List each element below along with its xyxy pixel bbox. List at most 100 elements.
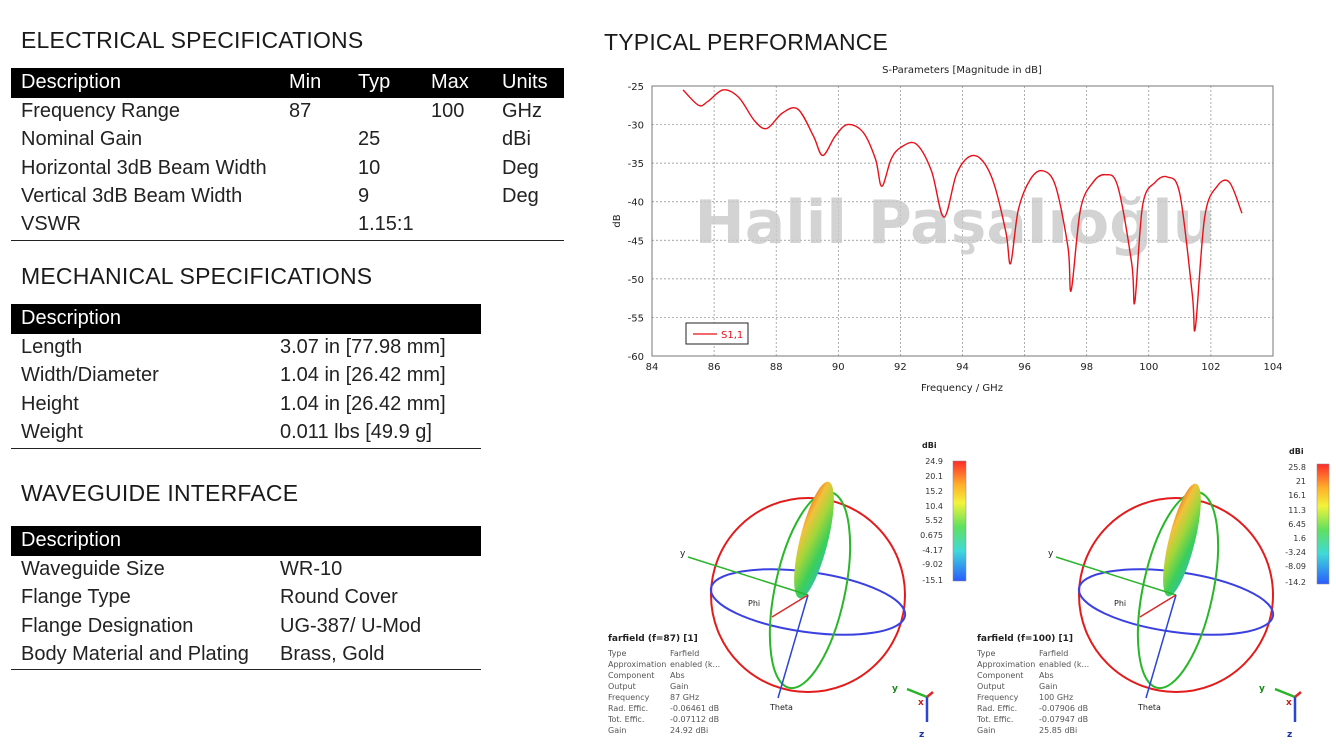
info-row: Component Abs	[977, 670, 1127, 681]
farfield-87-info: farfield (f=87) [1] Type Farfield Approxi…	[608, 634, 758, 736]
electrical-title: ELECTRICAL SPECIFICATIONS	[21, 27, 364, 53]
info-value: -0.07906 dB	[1039, 704, 1089, 713]
triad-z-label: z	[919, 730, 924, 740]
col-min: Min	[289, 71, 322, 93]
orientation-triad: y x z	[892, 684, 934, 740]
cell: Deg	[502, 156, 539, 179]
sphere-outline	[1078, 497, 1274, 693]
info-heading: farfield (f=87) [1]	[608, 634, 698, 644]
info-key: Gain	[608, 726, 627, 735]
cell: Round Cover	[280, 586, 398, 609]
y-tick-label: -55	[628, 313, 644, 324]
y-tick-label: -25	[628, 82, 644, 93]
info-value: 25.85 dBi	[1039, 726, 1078, 735]
cell: 87	[289, 100, 312, 122]
col-description: Description	[21, 529, 122, 551]
info-key: Component	[977, 671, 1024, 680]
info-key: Tot. Effic.	[977, 715, 1014, 724]
info-row: Output Gain	[977, 681, 1127, 692]
cell: Width/Diameter	[21, 364, 159, 387]
cell: Body Material and Plating	[21, 642, 249, 665]
table-row: Height 1.04 in [26.42 mm]	[11, 391, 481, 419]
x-axis-line	[1139, 594, 1177, 618]
y-axis-line	[1055, 556, 1177, 596]
triad-x-label: x	[1286, 698, 1292, 708]
scale-tick: 24.9	[925, 457, 943, 466]
cell: 1.15:1	[358, 213, 414, 236]
cell: GHz	[502, 100, 542, 122]
y-axis-label: y	[1048, 549, 1054, 559]
table-divider	[11, 669, 481, 670]
theta-label: Theta	[769, 703, 793, 712]
cell: 3.07 in [77.98 mm]	[280, 336, 446, 358]
x-tick-label: 104	[1263, 362, 1282, 373]
info-row: Gain 24.92 dBi	[608, 725, 758, 736]
cell: Horizontal 3dB Beam Width	[21, 156, 267, 179]
cell: 0.011 lbs [49.9 g]	[280, 420, 432, 443]
waveguide-header-row: Description	[11, 526, 481, 556]
phi-label: Phi	[1114, 599, 1126, 608]
info-value: enabled (k...	[1039, 660, 1090, 669]
table-row: Weight 0.011 lbs [49.9 g]	[11, 419, 481, 447]
cell: Vertical 3dB Beam Width	[21, 184, 243, 207]
triad-y-label: y	[1259, 684, 1265, 694]
scale-tick: 21	[1296, 477, 1306, 486]
table-row: Flange Designation UG-387/ U-Mod	[11, 613, 481, 641]
scale-tick: -8.09	[1285, 562, 1306, 571]
s11-line	[682, 89, 1243, 332]
col-description: Description	[21, 307, 122, 329]
x-tick-label: 84	[646, 362, 659, 373]
cell: UG-387/ U-Mod	[280, 614, 422, 637]
chart-series	[682, 89, 1243, 332]
x-tick-label: 102	[1201, 362, 1220, 373]
electrical-header-row: Description Min Typ Max Units	[11, 68, 564, 98]
col-typ: Typ	[358, 71, 391, 93]
s-parameter-chart: S-Parameters [Magnitude in dB] 84 86 88 90 9…	[612, 65, 1283, 394]
cell: Deg	[502, 184, 539, 207]
info-row: Type Farfield	[608, 648, 758, 659]
table-row: VSWR 1.15:1	[11, 211, 564, 239]
table-row: Waveguide Size WR-10	[11, 556, 481, 584]
performance-title: TYPICAL PERFORMANCE	[604, 29, 889, 55]
x-axis-line	[771, 594, 809, 618]
mechanical-table: Description Length 3.07 in [77.98 mm] Wi…	[11, 304, 481, 447]
orientation-triad: y x z	[1259, 684, 1302, 740]
scale-tick: -4.17	[922, 546, 943, 555]
cell: Flange Designation	[21, 614, 194, 637]
x-tick-label: 96	[1018, 362, 1031, 373]
info-row: Tot. Effic. -0.07947 dB	[977, 714, 1127, 725]
y-tick-label: -35	[628, 159, 644, 170]
info-key: Frequency	[608, 693, 650, 702]
table-divider	[11, 448, 481, 449]
table-row: Frequency Range 87 100 GHz	[11, 98, 564, 126]
y-tick-label: -40	[628, 198, 644, 209]
z-axis-line	[777, 594, 809, 699]
info-key: Rad. Effic.	[608, 704, 649, 713]
info-key: Gain	[977, 726, 996, 735]
info-row: Output Gain	[608, 681, 758, 692]
watermark: Halil Paşalıoğlu	[695, 188, 1216, 258]
table-row: Nominal Gain 25 dBi	[11, 126, 564, 154]
scale-tick: 6.45	[1288, 520, 1306, 529]
info-key: Approximation	[608, 660, 667, 669]
cell: Brass, Gold	[280, 642, 385, 665]
info-value: -0.07112 dB	[670, 715, 720, 724]
waveguide-table: Description Waveguide Size WR-10 Flange …	[11, 526, 481, 669]
info-value: enabled (k...	[670, 660, 721, 669]
info-row: Frequency 100 GHz	[977, 692, 1127, 703]
cell: 25	[358, 128, 381, 151]
color-scale-bar	[1316, 463, 1330, 585]
table-row: Horizontal 3dB Beam Width 10 Deg	[11, 155, 564, 183]
x-tick-label: 90	[832, 362, 845, 373]
x-tick-label: 92	[894, 362, 907, 373]
triad-x-label: x	[918, 698, 924, 708]
cell: Waveguide Size	[21, 558, 165, 580]
y-axis-label: y	[680, 549, 686, 559]
cell: 100	[431, 100, 465, 122]
info-key: Frequency	[977, 693, 1019, 702]
phi-label: Phi	[748, 599, 760, 608]
y-tick-label: -60	[628, 352, 644, 363]
info-key: Output	[977, 682, 1005, 691]
x-tick-label: 100	[1139, 362, 1158, 373]
farfield-87-plot: y Phi Theta dBi 24.9 20.1 15.2 10.4 5.52…	[680, 441, 967, 740]
